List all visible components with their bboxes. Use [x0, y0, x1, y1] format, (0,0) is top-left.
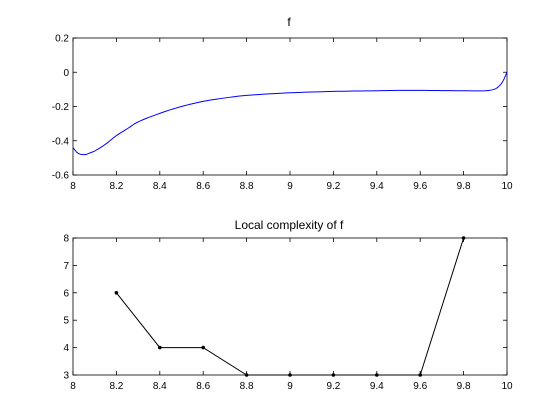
top-x-tick-label: 10: [501, 181, 513, 192]
bottom-y-tick-label: 8: [63, 234, 69, 245]
top-x-tick-label: 8: [70, 181, 76, 192]
top-x-tick-label: 9.2: [326, 181, 340, 192]
bottom-x-tick-label: 8.2: [109, 381, 123, 392]
top-y-tick-label: -0.6: [52, 171, 70, 182]
top-x-tick-label: 8.4: [153, 181, 167, 192]
top-x-tick-label: 8.2: [109, 181, 123, 192]
bottom-y-tick-label: 4: [63, 343, 69, 354]
bottom-x-tick-label: 9.6: [413, 381, 427, 392]
top-chart-title: f: [287, 15, 291, 29]
bottom-x-tick-label: 9: [287, 381, 293, 392]
bottom-y-tick-label: 5: [63, 316, 69, 327]
bottom-x-tick-label: 9.4: [370, 381, 384, 392]
bottom-data-point: [461, 236, 466, 240]
top-axes-frame: [72, 37, 508, 176]
bottom-data-point: [158, 345, 162, 350]
bottom-y-tick-label: 6: [63, 288, 69, 299]
top-axes: f 8 8.2 8.4 8.6 8.8 9 9.2 9.4 9.6 9.8 10 -0.6 -0.4 -0…: [52, 15, 513, 192]
top-x-tick-label: 8.8: [240, 181, 254, 192]
top-y-tick-label: 0: [63, 68, 69, 79]
bottom-data-point: [288, 373, 292, 377]
bottom-chart-title: Local complexity of f: [235, 218, 344, 232]
top-y-tick-label: -0.2: [52, 102, 70, 113]
bottom-data-point: [331, 373, 336, 377]
top-y-tick-label: -0.4: [52, 136, 70, 147]
top-x-tick-label: 9.6: [413, 181, 427, 192]
bottom-data-point: [244, 373, 249, 377]
bottom-y-tick-label: 7: [63, 261, 69, 272]
top-plot-area: 8 8.2 8.4 8.6 8.8 9 9.2 9.4 9.6 9.8 10 -0.6 -0.4 -0.2…: [52, 34, 513, 193]
top-x-tick-label: 8.6: [196, 181, 210, 192]
top-series-line: [72, 72, 508, 156]
bottom-x-tick-label: 8: [70, 381, 76, 392]
bottom-data-point: [418, 373, 423, 377]
bottom-plot-area: 8 8.2 8.4 8.6 8.8 9 9.2 9.4 9.6 9.8 10 3 4 5 6 7 8: [63, 234, 513, 393]
bottom-x-tick-label: 10: [501, 381, 513, 392]
top-x-tick-label: 9: [287, 181, 293, 192]
bottom-axes: Local complexity of f 8 8.2 8.4 8.6 8.8 9 9.2 9…: [63, 218, 513, 392]
bottom-x-tick-label: 8.4: [153, 381, 167, 392]
bottom-data-point: [114, 291, 119, 295]
top-y-tick-label: 0.2: [55, 34, 69, 45]
bottom-data-point: [201, 345, 205, 350]
top-x-tick-label: 9.8: [457, 181, 471, 192]
top-x-tick-label: 9.4: [370, 181, 384, 192]
bottom-x-tick-label: 9.2: [326, 381, 340, 392]
bottom-y-tick-label: 3: [63, 371, 69, 382]
bottom-x-tick-label: 8.6: [196, 381, 210, 392]
bottom-x-tick-label: 9.8: [457, 381, 471, 392]
bottom-x-tick-label: 8.8: [240, 381, 254, 392]
bottom-series-line: [116, 237, 465, 376]
bottom-data-point: [375, 373, 379, 377]
